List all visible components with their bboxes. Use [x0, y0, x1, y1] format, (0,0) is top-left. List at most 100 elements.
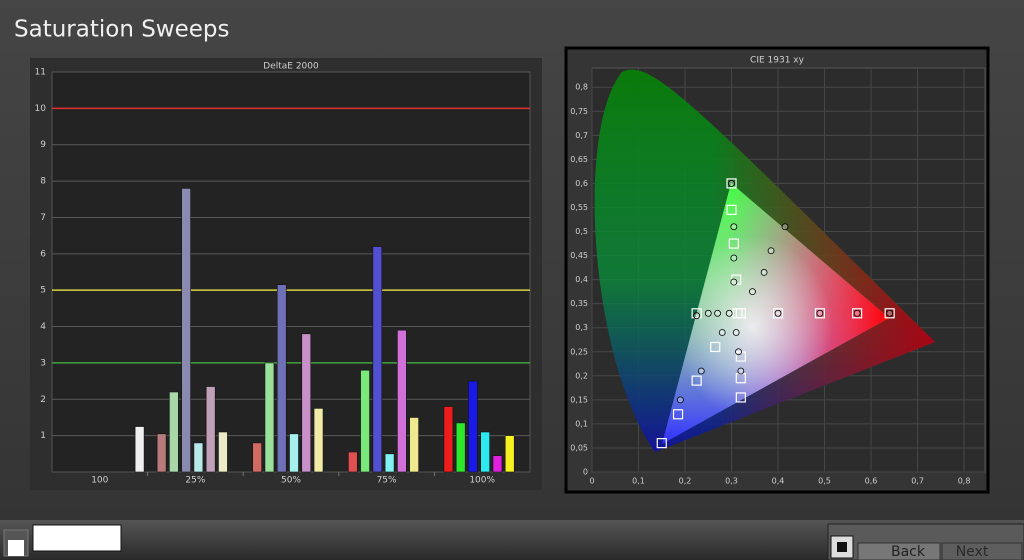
- y-tick-label: 0,1: [575, 419, 588, 428]
- y-tick-label: 7: [40, 213, 46, 223]
- y-tick-label: 0,4: [575, 275, 588, 284]
- y-tick-label: 0,2: [575, 371, 588, 380]
- bar: [443, 406, 454, 473]
- target-marker: [710, 341, 721, 353]
- measured-marker: [714, 309, 721, 317]
- measured-marker: [693, 312, 701, 320]
- y-tick-label: 0,75: [570, 107, 588, 116]
- measured-marker: [704, 309, 712, 317]
- bar: [372, 246, 383, 473]
- preview-box: [32, 524, 122, 552]
- x-tick-label: 0,3: [725, 477, 738, 486]
- measured-marker: [697, 367, 705, 375]
- measured-marker: [760, 269, 768, 276]
- target-marker: [691, 308, 702, 319]
- y-tick-label: 9: [40, 140, 46, 150]
- measured-marker: [676, 396, 684, 404]
- x-tick-label: 0,7: [911, 477, 924, 486]
- bar-title: DeltaE 2000: [263, 62, 319, 72]
- measured-marker: [781, 223, 789, 231]
- cie-gamut: [594, 69, 935, 452]
- measured-marker: [774, 309, 782, 317]
- target-marker: [726, 204, 737, 215]
- target-marker: [691, 375, 702, 386]
- bar: [218, 431, 228, 473]
- measured-marker: [886, 309, 894, 317]
- back-button[interactable]: [857, 542, 941, 560]
- y-tick-label: 0,3: [575, 323, 588, 332]
- y-tick-label: 8: [40, 177, 46, 187]
- bar: [264, 362, 275, 473]
- bar: [313, 408, 324, 473]
- bar: [252, 442, 262, 473]
- y-tick-label: 0,05: [570, 443, 588, 452]
- bar: [409, 417, 419, 473]
- y-tick-label: 0,55: [570, 203, 588, 212]
- x-tick-label: 0,4: [772, 477, 785, 486]
- y-tick-label: 11: [35, 68, 46, 78]
- bar: [468, 380, 478, 473]
- measured-marker: [749, 288, 756, 296]
- x-tick-label: 100: [91, 476, 108, 486]
- y-tick-label: 5: [40, 286, 46, 296]
- target-marker: [772, 308, 784, 319]
- measured-marker: [767, 247, 775, 255]
- y-tick-label: 0: [583, 468, 588, 477]
- swatch: [8, 540, 24, 556]
- measured-marker: [725, 309, 733, 317]
- bar: [397, 329, 407, 473]
- x-tick-label: 0,5: [818, 477, 831, 486]
- y-tick-label: 0,15: [570, 395, 588, 404]
- bar: [480, 431, 491, 473]
- bar: [193, 442, 204, 473]
- y-tick-label: 0,6: [575, 179, 588, 188]
- bar: [205, 386, 216, 473]
- x-tick-label: 75%: [377, 476, 397, 486]
- cie-title: CIE 1931 xy: [750, 56, 805, 66]
- next-button[interactable]: [941, 542, 1023, 560]
- bar: [384, 453, 395, 473]
- bar: [504, 435, 515, 473]
- target-marker: [735, 308, 746, 319]
- y-tick-label: 0,25: [570, 347, 588, 356]
- y-tick-label: 0,8: [575, 83, 588, 92]
- measured-marker: [853, 309, 861, 317]
- measured-marker: [737, 367, 745, 375]
- target-marker: [728, 238, 739, 249]
- target-marker: [735, 392, 746, 403]
- x-tick-label: 25%: [185, 476, 205, 486]
- x-tick-label: 0,1: [632, 477, 645, 486]
- y-tick-label: 0,5: [575, 227, 588, 236]
- stop-icon: [837, 542, 847, 552]
- measured-marker: [730, 278, 738, 286]
- measured-marker: [732, 329, 740, 336]
- x-tick-label: 0: [589, 477, 594, 486]
- y-tick-label: 0,35: [570, 299, 588, 308]
- bar: [169, 391, 179, 473]
- y-tick-label: 0,65: [570, 155, 588, 164]
- measured-marker: [728, 180, 735, 187]
- bar: [134, 426, 145, 473]
- y-tick-label: 10: [35, 104, 47, 114]
- page-title: Saturation Sweeps: [14, 17, 230, 43]
- bar: [276, 284, 287, 473]
- measured-marker: [816, 309, 824, 317]
- next-label: Next: [956, 544, 989, 560]
- back-label: Back: [891, 544, 926, 560]
- y-tick-label: 6: [40, 249, 46, 259]
- target-marker: [852, 308, 863, 319]
- bar: [492, 455, 503, 473]
- target-marker: [735, 351, 746, 362]
- bar-plot: [51, 71, 531, 473]
- bar: [301, 333, 312, 473]
- target-marker: [726, 178, 737, 189]
- y-tick-label: 2: [40, 395, 46, 405]
- y-tick-label: 1: [40, 431, 46, 441]
- x-tick-label: 0,6: [865, 477, 878, 486]
- x-tick-label: 0,8: [958, 477, 971, 486]
- x-tick-label: 50%: [281, 476, 301, 486]
- measured-marker: [718, 329, 726, 336]
- bar: [455, 422, 466, 473]
